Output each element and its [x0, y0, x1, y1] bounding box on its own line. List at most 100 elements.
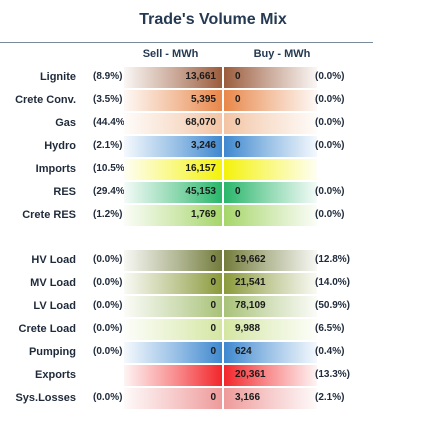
- table-row: Lignite (8.9%) 13,661 0 (0.0%): [0, 67, 426, 88]
- sell-percent: (0.0%): [93, 323, 123, 334]
- table-row: Crete RES (1.2%) 1,769 0 (0.0%): [0, 205, 426, 226]
- table-row: Crete Load (0.0%) 0 9,988 (6.5%): [0, 319, 426, 340]
- sell-cell: 13,661: [124, 67, 222, 88]
- buy-value: 3,166: [235, 392, 261, 403]
- sell-value: 0: [210, 392, 216, 403]
- sell-value: 45,153: [185, 186, 216, 197]
- buy-percent: (13.3%): [315, 369, 351, 380]
- buy-cell: 0: [224, 205, 317, 226]
- sell-value: 16,157: [185, 163, 216, 174]
- buy-value: 0: [235, 117, 241, 128]
- buy-cell: 78,109: [224, 296, 317, 317]
- table-row: Exports 20,361 (13.3%): [0, 365, 426, 386]
- buy-percent: (12.8%): [315, 254, 351, 265]
- sell-percent: (10.5%): [93, 163, 129, 174]
- sell-percent: (29.4%): [93, 186, 129, 197]
- sell-value: 0: [210, 323, 216, 334]
- center-divider: [222, 67, 224, 411]
- sell-cell: [124, 365, 222, 386]
- buy-percent: (0.0%): [315, 186, 345, 197]
- sell-percent: (44.4%): [93, 117, 129, 128]
- table-row: RES (29.4%) 45,153 0 (0.0%): [0, 182, 426, 203]
- sell-percent: (0.0%): [93, 300, 123, 311]
- sell-percent: (8.9%): [93, 71, 123, 82]
- sell-percent: (1.2%): [93, 209, 123, 220]
- buy-cell: 0: [224, 67, 317, 88]
- buy-cell: [224, 159, 317, 180]
- buy-value: 624: [235, 346, 252, 357]
- sell-cell: 5,395: [124, 90, 222, 111]
- sell-cell: 0: [124, 296, 222, 317]
- row-label: LV Load: [33, 300, 76, 312]
- buy-cell: 624: [224, 342, 317, 363]
- row-label: Crete Load: [18, 323, 76, 335]
- sell-cell: 0: [124, 250, 222, 271]
- table-row: Sys.Losses (0.0%) 0 3,166 (2.1%): [0, 388, 426, 409]
- sell-value: 0: [210, 254, 216, 265]
- buy-percent: (0.0%): [315, 94, 345, 105]
- buy-cell: 9,988: [224, 319, 317, 340]
- sell-value: 13,661: [185, 71, 216, 82]
- sell-value: 5,395: [190, 94, 216, 105]
- row-label: Imports: [35, 163, 76, 175]
- buy-cell: 0: [224, 182, 317, 203]
- table-row: LV Load (0.0%) 0 78,109 (50.9%): [0, 296, 426, 317]
- sell-percent: (0.0%): [93, 277, 123, 288]
- buy-cell: 0: [224, 90, 317, 111]
- sell-cell: 0: [124, 388, 222, 409]
- table-row: Pumping (0.0%) 0 624 (0.4%): [0, 342, 426, 363]
- sell-percent: (0.0%): [93, 392, 123, 403]
- sell-value: 0: [210, 346, 216, 357]
- sell-cell: 0: [124, 319, 222, 340]
- buy-value: 0: [235, 140, 241, 151]
- sell-cell: 1,769: [124, 205, 222, 226]
- table-row: Hydro (2.1%) 3,246 0 (0.0%): [0, 136, 426, 157]
- buy-percent: (2.1%): [315, 392, 345, 403]
- row-label: HV Load: [31, 254, 76, 266]
- buy-percent: (6.5%): [315, 323, 345, 334]
- table-row: Crete Conv. (3.5%) 5,395 0 (0.0%): [0, 90, 426, 111]
- table-row: MV Load (0.0%) 0 21,541 (14.0%): [0, 273, 426, 294]
- row-label: Exports: [35, 369, 76, 381]
- row-label: Pumping: [28, 346, 76, 358]
- sell-value: 0: [210, 300, 216, 311]
- buy-value: 21,541: [235, 277, 266, 288]
- sell-cell: 0: [124, 342, 222, 363]
- row-label: Hydro: [44, 140, 76, 152]
- sell-cell: 68,070: [124, 113, 222, 134]
- buy-cell: 0: [224, 113, 317, 134]
- table-row: Gas (44.4%) 68,070 0 (0.0%): [0, 113, 426, 134]
- buy-value: 0: [235, 94, 241, 105]
- buy-cell: 0: [224, 136, 317, 157]
- buy-percent: (0.0%): [315, 71, 345, 82]
- buy-value: 20,361: [235, 369, 266, 380]
- sell-cell: 0: [124, 273, 222, 294]
- sell-cell: 45,153: [124, 182, 222, 203]
- buy-cell: 21,541: [224, 273, 317, 294]
- sell-percent: (0.0%): [93, 254, 123, 265]
- buy-percent: (0.0%): [315, 140, 345, 151]
- buy-cell: 19,662: [224, 250, 317, 271]
- row-label: Gas: [55, 117, 76, 129]
- buy-value: 0: [235, 209, 241, 220]
- sell-column-header: Sell - MWh: [142, 48, 199, 60]
- sell-value: 1,769: [190, 209, 216, 220]
- buy-value: 78,109: [235, 300, 266, 311]
- buy-value: 0: [235, 71, 241, 82]
- buy-column-header: Buy - MWh: [253, 48, 311, 60]
- buy-value: 9,988: [235, 323, 261, 334]
- chart-title: Trade's Volume Mix: [139, 11, 287, 28]
- buy-percent: (0.0%): [315, 117, 345, 128]
- sell-percent: (2.1%): [93, 140, 123, 151]
- table-row: HV Load (0.0%) 0 19,662 (12.8%): [0, 250, 426, 271]
- buy-cell: 3,166: [224, 388, 317, 409]
- row-label: MV Load: [30, 277, 76, 289]
- row-label: Sys.Losses: [15, 392, 76, 404]
- buy-value: 0: [235, 186, 241, 197]
- row-label: Crete RES: [22, 209, 76, 221]
- row-label: RES: [53, 186, 76, 198]
- sell-value: 68,070: [185, 117, 216, 128]
- buy-percent: (0.4%): [315, 346, 345, 357]
- table-row: Imports (10.5%) 16,157: [0, 159, 426, 180]
